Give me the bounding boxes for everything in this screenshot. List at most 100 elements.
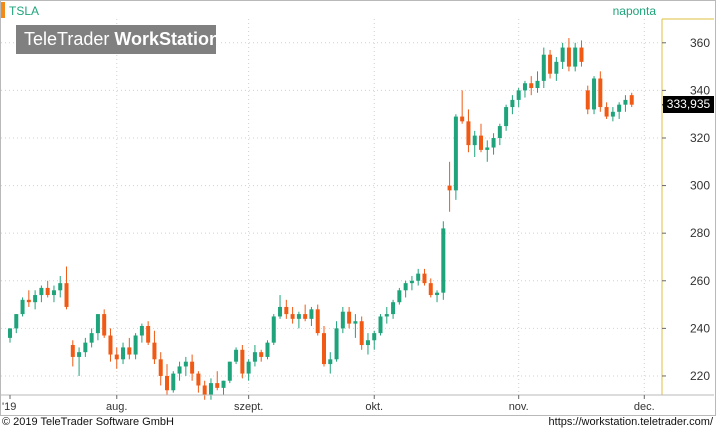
axis-layer: 220 240 260 280 300 320 340 360 '19 aug. szept. okt…	[1, 18, 714, 413]
candle-up	[183, 361, 188, 367]
candle-up	[221, 380, 226, 388]
candle-up	[252, 352, 257, 362]
candle-up	[20, 299, 25, 315]
candle-up	[77, 352, 82, 357]
candle-down	[629, 95, 634, 105]
candle-up	[541, 54, 546, 81]
candle-up	[592, 78, 597, 110]
candle-up	[617, 104, 622, 112]
website-link[interactable]: https://workstation.teletrader.com/	[548, 416, 713, 428]
candle-up	[453, 116, 458, 191]
candle-down	[579, 47, 584, 62]
y-tick-label: 240	[690, 321, 710, 335]
interval-label[interactable]: naponta	[612, 4, 656, 18]
candle-down	[45, 287, 50, 296]
candle-down	[64, 283, 69, 307]
candle-down	[460, 116, 465, 122]
logo-bold: WorkStation	[114, 29, 221, 49]
candle-up	[497, 126, 502, 138]
candle-down	[322, 333, 326, 365]
candle-down	[152, 342, 157, 360]
candle-down	[158, 359, 163, 376]
candle-down	[466, 121, 471, 146]
candle-down	[284, 306, 289, 315]
candle-up	[234, 349, 239, 362]
candle-up	[95, 314, 100, 334]
candle-up	[397, 290, 402, 303]
candle-up	[472, 135, 477, 146]
candle-up	[504, 107, 509, 127]
candle-up	[51, 290, 56, 296]
grid-layer	[1, 19, 661, 395]
candle-down	[585, 90, 590, 110]
candle-up	[435, 292, 440, 296]
candle-up	[441, 228, 446, 293]
candle-up	[246, 361, 251, 374]
candle-up	[8, 328, 12, 338]
candle-down	[196, 373, 201, 386]
candle-down	[566, 47, 571, 67]
candle-up	[171, 373, 176, 391]
candle-up	[384, 314, 389, 317]
candle-up	[334, 328, 339, 360]
candle-up	[491, 137, 496, 148]
candle-down	[259, 352, 264, 357]
candle-up	[485, 147, 490, 150]
x-tick-label: dec.	[634, 401, 655, 413]
x-tick-label: aug.	[106, 401, 127, 413]
candle-down	[479, 135, 483, 150]
candle-up	[554, 61, 559, 74]
candle-up	[416, 273, 421, 281]
candle-down	[202, 385, 207, 395]
candle-up	[208, 383, 213, 395]
candle-down	[108, 335, 113, 355]
candle-down	[165, 375, 169, 391]
candle-up	[296, 314, 301, 319]
candle-down	[240, 349, 245, 374]
candle-up	[535, 80, 540, 89]
candle-down	[598, 78, 603, 108]
logo-regular: TeleTrader	[24, 29, 115, 49]
y-tick-label: 360	[690, 36, 710, 50]
last-price-tag: 333,935	[663, 95, 714, 113]
candle-up	[610, 111, 615, 117]
teletrader-logo: TeleTrader WorkStation	[16, 25, 220, 54]
x-tick-label: '19	[2, 401, 16, 413]
candle-up	[33, 295, 38, 303]
candle-up	[391, 302, 396, 315]
candle-down	[447, 185, 452, 191]
candle-up	[353, 321, 358, 324]
candle-up	[340, 311, 345, 329]
x-tick-label: nov.	[509, 401, 529, 413]
candle-up	[83, 342, 88, 353]
candle-up	[265, 342, 270, 357]
candle-down	[315, 309, 320, 334]
symbol-color-marker	[1, 2, 5, 18]
candle-up	[378, 316, 383, 334]
candle-down	[290, 314, 295, 319]
candle-down	[548, 54, 553, 74]
candle-down	[26, 299, 31, 303]
candle-up	[409, 280, 414, 284]
candle-up	[403, 283, 408, 291]
candle-layer	[8, 38, 634, 400]
candle-down	[215, 383, 220, 388]
candle-up	[328, 359, 333, 365]
candle-up	[177, 366, 182, 374]
y-tick-label: 340	[690, 83, 710, 97]
candle-down	[70, 345, 75, 357]
candle-down	[303, 314, 308, 319]
candle-up	[510, 99, 515, 108]
candle-down	[146, 325, 151, 343]
candle-up	[133, 335, 138, 355]
candle-up	[522, 83, 527, 91]
x-tick-label: szept.	[234, 401, 263, 413]
candle-down	[190, 361, 195, 374]
candle-up	[516, 90, 521, 100]
candle-down	[102, 314, 107, 336]
candle-down	[422, 273, 427, 284]
candle-up	[39, 287, 44, 296]
candle-up	[14, 314, 19, 329]
symbol-label[interactable]: TSLA	[9, 4, 40, 18]
